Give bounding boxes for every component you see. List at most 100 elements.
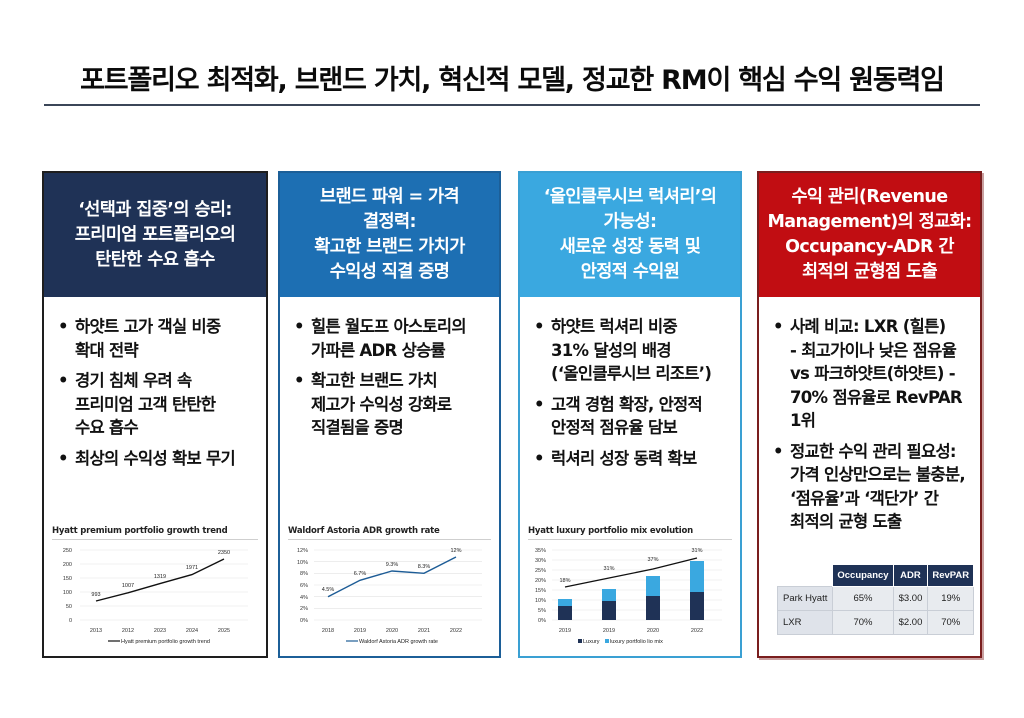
svg-text:15%: 15% (535, 588, 546, 594)
waldorf-adr-line-chart: Waldorf Astoria ADR growth rate 0% 2% 4%… (288, 526, 491, 650)
chart-plot: 0 50 100 150 200 250 993 1007 1319 1971 … (63, 548, 248, 645)
chart-title-rule (288, 539, 491, 540)
svg-text:8%: 8% (300, 571, 308, 577)
revpar-comparison-table: Occupancy ADR RevPAR Park Hyatt 65% $3.0… (776, 564, 975, 635)
chart-title: Hyatt luxury portfolio mix evolution (528, 526, 693, 536)
chart-plot: 0% 5% 10% 15% 20% 25% 30% 35% 18% 31% (535, 548, 722, 645)
svg-text:10%: 10% (297, 560, 308, 566)
svg-text:993: 993 (91, 592, 100, 598)
svg-text:31%: 31% (691, 548, 702, 554)
bullet-item: 고객 경험 확장, 안정적 안정적 점유율 담보 (534, 393, 730, 440)
bullet-list: 하얏트 고가 객실 비중 확대 전략 경기 침체 우려 속 프리미엄 고객 탄탄… (44, 297, 266, 477)
svg-text:100: 100 (63, 590, 72, 596)
table-row: LXR 70% $2.00 70% (776, 610, 975, 635)
svg-text:Hyatt premium portfolio growth: Hyatt premium portfolio growth trend (121, 639, 210, 645)
bullet-item: 힐튼 월도프 아스토리의 가파른 ADR 상승률 (294, 315, 489, 362)
svg-text:2020: 2020 (647, 628, 659, 634)
table-row: Park Hyatt 65% $3.00 19% (776, 586, 975, 611)
column-header: Occupancy (832, 564, 894, 587)
luxury-mix-bar-chart: Hyatt luxury portfolio mix evolution 0% … (528, 526, 732, 650)
panel-header: ‘선택과 집중’의 승리: 프리미엄 포트폴리오의 탄탄한 수요 흡수 (44, 173, 266, 297)
chart-plot: 0% 2% 4% 6% 8% 10% 12% 4.5% 6.7% 9.3% 8.… (297, 548, 482, 645)
svg-text:50: 50 (66, 604, 72, 610)
bullet-list: 사례 비교: LXR (힐튼) - 최고가이나 낮은 점유율 vs 파크하얏트(… (759, 297, 980, 541)
panel-header-text: ‘선택과 집중’의 승리: 프리미엄 포트폴리오의 탄탄한 수요 흡수 (74, 199, 236, 270)
chart-title-rule (528, 539, 732, 540)
panel-header: ‘올인클루시브 럭셔리’의 가능성: 새로운 성장 동력 및 안정적 수익원 (520, 173, 740, 297)
svg-text:31%: 31% (603, 566, 614, 572)
svg-text:2%: 2% (300, 606, 308, 612)
svg-text:8.3%: 8.3% (418, 564, 431, 570)
panel-portfolio-focus: ‘선택과 집중’의 승리: 프리미엄 포트폴리오의 탄탄한 수요 흡수 하얏트 … (42, 171, 268, 658)
svg-text:2024: 2024 (186, 628, 198, 634)
svg-text:2022: 2022 (450, 628, 462, 634)
panel-brand-power: 브랜드 파워 = 가격 결정력: 확고한 브랜드 가치가 수익성 직결 증명 힐… (278, 171, 501, 658)
svg-text:5%: 5% (538, 608, 546, 614)
cell-occupancy: 65% (832, 586, 894, 611)
svg-text:9.3%: 9.3% (386, 562, 399, 568)
bullet-item: 럭셔리 성장 동력 확보 (534, 447, 730, 471)
panel-revenue-management: 수익 관리(Revenue Management)의 정교화: Occupanc… (757, 171, 982, 658)
svg-text:Waldorf Astoria ADR growth rat: Waldorf Astoria ADR growth rate (359, 639, 438, 645)
hyatt-premium-line-chart: Hyatt premium portfolio growth trend 0 5… (52, 526, 258, 650)
svg-text:4.5%: 4.5% (322, 587, 335, 593)
cell-adr: $3.00 (892, 586, 929, 611)
panel-header: 수익 관리(Revenue Management)의 정교화: Occupanc… (759, 173, 980, 297)
panel-header-text: ‘올인클루시브 럭셔리’의 가능성: 새로운 성장 동력 및 안정적 수익원 (543, 187, 717, 282)
table-corner (778, 565, 833, 587)
svg-text:luxury portfolio lio mix: luxury portfolio lio mix (610, 639, 663, 645)
svg-text:2019: 2019 (354, 628, 366, 634)
panel-header: 브랜드 파워 = 가격 결정력: 확고한 브랜드 가치가 수익성 직결 증명 (280, 173, 499, 297)
svg-text:6.7%: 6.7% (354, 571, 367, 577)
svg-text:18%: 18% (559, 578, 570, 584)
column-header: ADR (892, 564, 929, 587)
panel-header-text: 브랜드 파워 = 가격 결정력: 확고한 브랜드 가치가 수익성 직결 증명 (314, 187, 465, 282)
slide-title: 포트폴리오 최적화, 브랜드 가치, 혁신적 모델, 정교한 RM이 핵심 수익… (80, 65, 945, 96)
svg-text:200: 200 (63, 562, 72, 568)
svg-text:1007: 1007 (122, 583, 134, 589)
svg-text:35%: 35% (535, 548, 546, 554)
svg-text:2023: 2023 (154, 628, 166, 634)
svg-text:2350: 2350 (218, 550, 230, 556)
bullet-item: 사례 비교: LXR (힐튼) - 최고가이나 낮은 점유율 vs 파크하얏트(… (773, 315, 970, 433)
svg-text:30%: 30% (535, 558, 546, 564)
cell-revpar: 19% (927, 586, 975, 611)
panel-header-text: 수익 관리(Revenue Management)의 정교화: Occupanc… (767, 187, 972, 282)
svg-text:0: 0 (69, 618, 72, 624)
svg-text:1971: 1971 (186, 565, 198, 571)
bullet-list: 힐튼 월도프 아스토리의 가파른 ADR 상승률 확고한 브랜드 가치 제고가 … (280, 297, 499, 447)
chart-title: Hyatt premium portfolio growth trend (52, 526, 228, 536)
bullet-item: 최상의 수익성 확보 무기 (58, 447, 256, 471)
bullet-list: 하얏트 럭셔리 비중 31% 달성의 배경 (‘올인클루시브 리조트’) 고객 … (520, 297, 740, 477)
cell-occupancy: 70% (832, 610, 894, 635)
svg-text:25%: 25% (535, 568, 546, 574)
svg-text:2012: 2012 (122, 628, 134, 634)
svg-text:4%: 4% (300, 595, 308, 601)
svg-text:250: 250 (63, 548, 72, 554)
bullet-item: 하얏트 고가 객실 비중 확대 전략 (58, 315, 256, 362)
svg-text:Luxury: Luxury (583, 639, 600, 645)
svg-text:2019: 2019 (559, 628, 571, 634)
svg-text:2020: 2020 (386, 628, 398, 634)
svg-text:20%: 20% (535, 578, 546, 584)
svg-text:12%: 12% (450, 548, 461, 554)
bullet-item: 경기 침체 우려 속 프리미엄 고객 탄탄한 수요 흡수 (58, 369, 256, 440)
row-label: LXR (776, 610, 834, 635)
svg-text:2018: 2018 (322, 628, 334, 634)
column-header: RevPAR (927, 564, 975, 587)
svg-text:0%: 0% (538, 618, 546, 624)
bullet-item: 정교한 수익 관리 필요성: 가격 인상만으로는 불충분, ‘점유율’과 ‘객단… (773, 440, 970, 534)
svg-text:6%: 6% (300, 583, 308, 589)
chart-title-rule (52, 539, 258, 540)
svg-text:2021: 2021 (418, 628, 430, 634)
svg-text:1319: 1319 (154, 574, 166, 580)
svg-text:2022: 2022 (691, 628, 703, 634)
svg-text:37%: 37% (647, 557, 658, 563)
svg-text:2025: 2025 (218, 628, 230, 634)
svg-text:0%: 0% (300, 618, 308, 624)
svg-text:2013: 2013 (90, 628, 102, 634)
chart-title: Waldorf Astoria ADR growth rate (288, 526, 440, 536)
title-divider (44, 104, 980, 106)
svg-text:10%: 10% (535, 598, 546, 604)
row-label: Park Hyatt (776, 586, 834, 611)
